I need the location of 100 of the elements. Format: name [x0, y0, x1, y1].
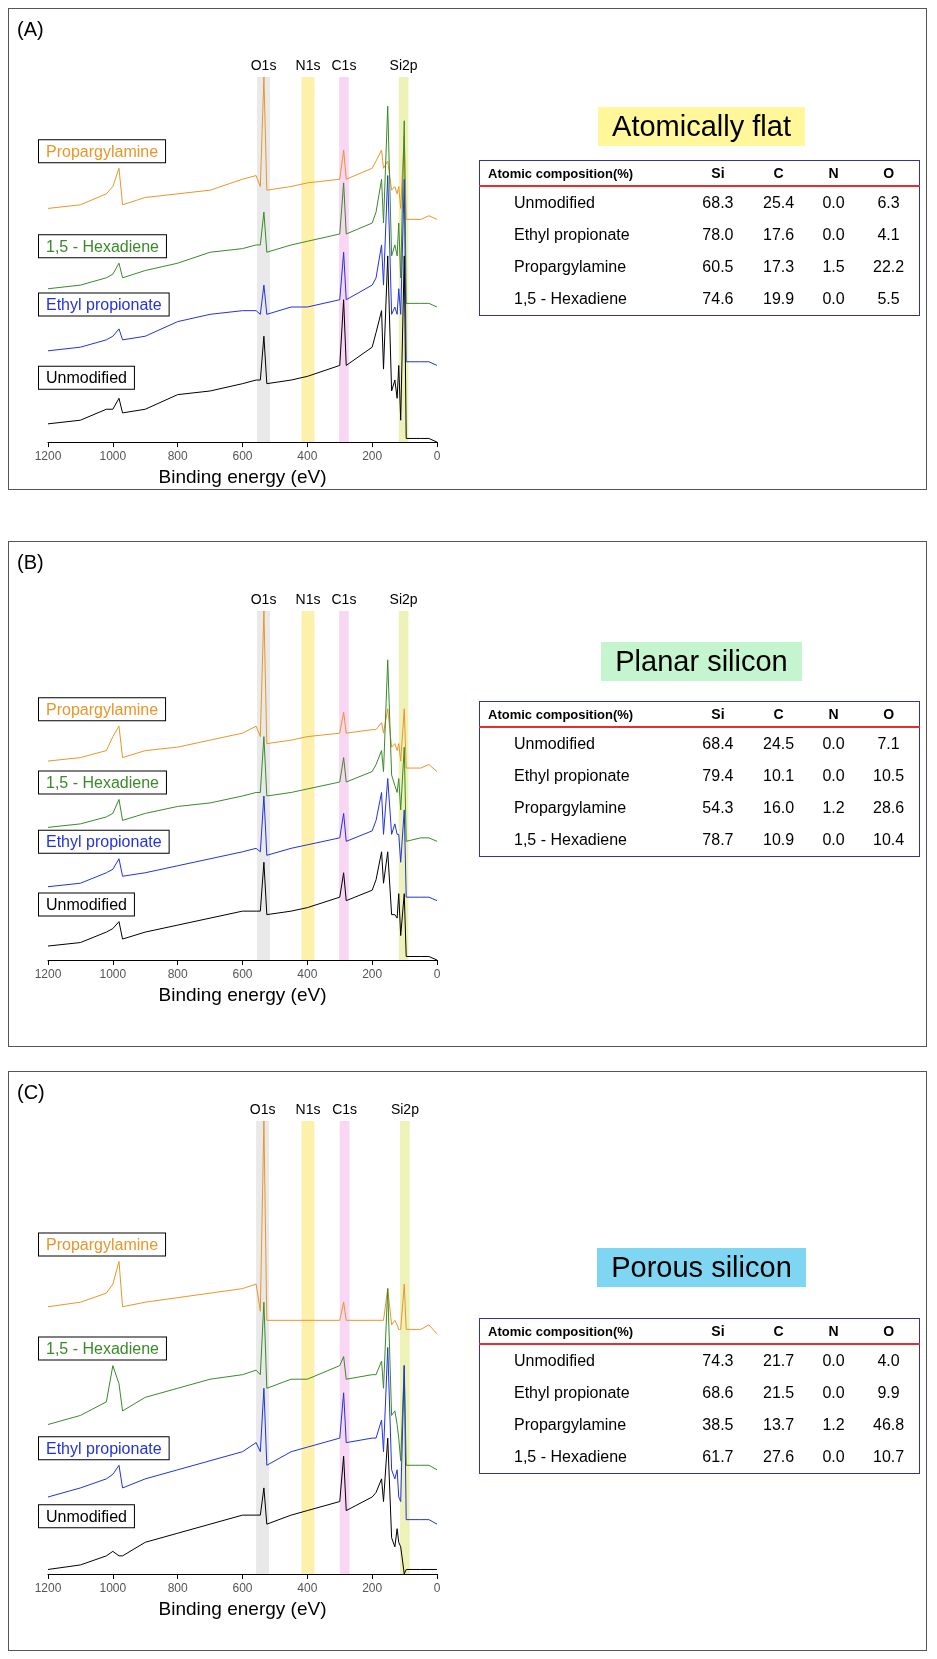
text: N — [808, 701, 859, 727]
data-label: 0.0 — [821, 766, 846, 786]
x-tick-label: 800 — [167, 1581, 188, 1595]
data-label: 17.6 — [762, 225, 796, 245]
data-label: 4.1 — [876, 225, 901, 245]
text: Atomic composition(%) — [479, 160, 688, 186]
text: Planar silicon — [601, 642, 802, 681]
data-label: 0.0 — [821, 289, 846, 309]
text: Si — [687, 1318, 749, 1344]
category-label: Ethyl propionate — [513, 225, 631, 245]
x-tick-label: 600 — [232, 967, 253, 981]
band-label: C1s — [331, 57, 357, 73]
x-axis-title: Binding energy (eV) — [158, 983, 327, 1005]
data-label: 0.0 — [821, 225, 846, 245]
data-label: 79.4 — [701, 766, 735, 786]
text: O — [858, 1318, 920, 1344]
category-label: Ethyl propionate — [513, 1383, 631, 1403]
text: Atomically flat — [598, 107, 805, 146]
band-label: Si2p — [389, 591, 418, 607]
data-label: 17.3 — [762, 257, 796, 277]
x-tick-label: 1000 — [99, 449, 127, 464]
category-label: Propargylamine — [513, 257, 628, 277]
category-label: Ethyl propionate — [513, 766, 631, 786]
text: Atomic composition(%) — [479, 701, 688, 727]
data-label: 78.7 — [701, 830, 735, 850]
series-label: Unmodified — [46, 896, 127, 914]
text: O — [858, 701, 920, 727]
data-label: 68.3 — [701, 193, 735, 213]
data-label: 0.0 — [821, 1383, 846, 1403]
data-label: 27.6 — [762, 1447, 796, 1467]
series-label: 1,5 - Hexadiene — [46, 1340, 160, 1358]
data-label: 0.0 — [821, 193, 846, 213]
text: Si — [687, 701, 749, 727]
text: C — [748, 701, 809, 727]
text: Atomic composition(%) — [479, 1318, 688, 1344]
data-label: 0.0 — [821, 1351, 846, 1371]
text: (C) — [17, 1081, 45, 1103]
series-label: Ethyl propionate — [46, 296, 162, 314]
data-label: 78.0 — [701, 225, 735, 245]
x-tick-label: 400 — [297, 967, 318, 981]
category-label: Unmodified — [513, 734, 596, 754]
data-label: 28.6 — [872, 798, 906, 818]
x-axis-title: Binding energy (eV) — [158, 1597, 327, 1619]
data-label: 9.9 — [876, 1383, 901, 1403]
category-label: Propargylamine — [513, 1415, 628, 1435]
text: Porous silicon — [597, 1248, 806, 1287]
data-label: 38.5 — [701, 1415, 735, 1435]
data-label: 0.0 — [821, 1447, 846, 1467]
band-label: O1s — [250, 591, 277, 607]
x-tick-label: 400 — [297, 1581, 318, 1595]
x-tick-label: 800 — [167, 449, 188, 464]
text: O — [858, 160, 920, 186]
band-label: Si2p — [389, 57, 418, 73]
data-label: 13.7 — [762, 1415, 796, 1435]
text: N — [808, 160, 859, 186]
category-label: 1,5 - Hexadiene — [513, 289, 628, 309]
series-label: 1,5 - Hexadiene — [46, 773, 160, 791]
data-label: 16.0 — [762, 798, 796, 818]
data-label: 21.5 — [762, 1383, 796, 1403]
data-label: 68.6 — [701, 1383, 735, 1403]
band-label: Si2p — [390, 1101, 420, 1117]
x-axis-title: Binding energy (eV) — [158, 466, 327, 487]
x-tick-label: 1200 — [34, 967, 62, 981]
x-tick-label: 0 — [433, 449, 441, 464]
data-label: 74.6 — [701, 289, 735, 309]
x-tick-label: 1000 — [99, 967, 127, 981]
x-tick-label: 1200 — [34, 449, 62, 464]
band-label: N1s — [295, 57, 321, 73]
data-label: 0.0 — [821, 830, 846, 850]
x-tick-label: 200 — [362, 449, 383, 464]
data-label: 25.4 — [762, 193, 796, 213]
data-label: 24.5 — [762, 734, 796, 754]
x-tick-label: 0 — [433, 967, 441, 981]
series-label: Propargylamine — [46, 142, 159, 160]
x-tick-label: 1000 — [99, 1581, 127, 1595]
data-label: 10.5 — [872, 766, 906, 786]
x-tick-label: 600 — [232, 449, 253, 464]
x-tick-label: 200 — [362, 1581, 383, 1595]
data-label: 60.5 — [701, 257, 735, 277]
data-label: 10.9 — [762, 830, 796, 850]
data-label: 68.4 — [701, 734, 735, 754]
data-label: 10.1 — [762, 766, 796, 786]
category-label: Propargylamine — [513, 798, 628, 818]
data-label: 7.1 — [876, 734, 901, 754]
category-label: Unmodified — [513, 193, 596, 213]
series-label: 1,5 - Hexadiene — [46, 237, 160, 255]
data-label: 1.2 — [821, 1415, 846, 1435]
category-label: 1,5 - Hexadiene — [513, 1447, 628, 1467]
data-label: 54.3 — [701, 798, 735, 818]
x-tick-label: 200 — [362, 967, 383, 981]
x-tick-label: 400 — [297, 449, 318, 464]
x-tick-label: 600 — [232, 1581, 253, 1595]
band-label: N1s — [295, 591, 321, 607]
data-label: 61.7 — [701, 1447, 735, 1467]
series-label: Propargylamine — [46, 1235, 159, 1253]
text: (B) — [17, 551, 44, 573]
band-label: O1s — [249, 1101, 276, 1117]
data-label: 21.7 — [762, 1351, 796, 1371]
x-tick-label: 1200 — [34, 1581, 62, 1595]
data-label: 10.4 — [872, 830, 906, 850]
